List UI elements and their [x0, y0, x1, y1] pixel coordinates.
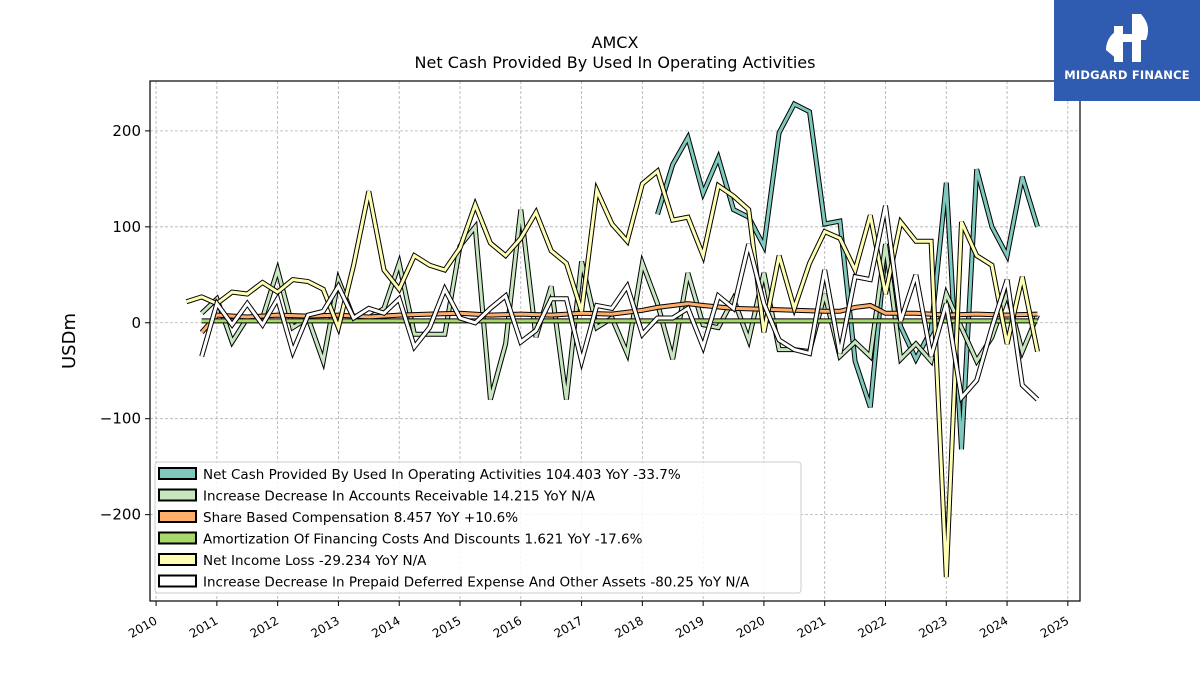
legend-label: Net Cash Provided By Used In Operating A…: [203, 467, 681, 483]
legend: Net Cash Provided By Used In Operating A…: [154, 461, 802, 594]
y-tick-label: −100: [100, 410, 141, 428]
x-tick-label: 2011: [187, 613, 220, 640]
series-2: [199, 301, 1038, 335]
y-axis: 200 100 0 −100 −200: [100, 122, 150, 524]
plot-frame: [149, 80, 1081, 602]
y-tick-label: 100: [112, 218, 141, 236]
logo-mark-icon: [1106, 14, 1149, 62]
x-tick-label: 2019: [673, 613, 706, 640]
brand-logo: MIDGARD FINANCE: [1054, 0, 1200, 101]
x-tick-label: 2017: [552, 613, 585, 640]
legend-label: Increase Decrease In Prepaid Deferred Ex…: [203, 575, 750, 591]
legend-swatch: [158, 467, 197, 480]
x-tick-label: 2010: [126, 613, 159, 640]
x-tick-label: 2022: [856, 613, 889, 640]
series-layer: [185, 100, 1040, 578]
legend-label: Net Income Loss -29.234 YoY N/A: [203, 553, 427, 569]
legend-swatch: [158, 488, 197, 502]
x-tick-label: 2016: [491, 613, 524, 640]
x-tick-label: 2021: [795, 613, 828, 640]
legend-label: Amortization Of Financing Costs And Disc…: [203, 532, 643, 548]
series-0: [655, 100, 1040, 450]
legend-label: Increase Decrease In Accounts Receivable…: [203, 489, 596, 505]
series-line: [200, 302, 1038, 334]
x-tick-label: 2018: [612, 613, 645, 640]
y-axis-label: USDm: [59, 313, 80, 369]
series-line: [200, 205, 1039, 401]
legend-swatch: [158, 510, 197, 523]
x-tick-label: 2014: [369, 613, 402, 640]
logo-text: MIDGARD FINANCE: [1064, 68, 1190, 82]
x-tick-label: 2024: [977, 613, 1010, 640]
series-line: [656, 101, 1039, 450]
legend-swatch: [158, 553, 197, 566]
x-tick-label: 2025: [1038, 613, 1071, 640]
x-tick-label: 2015: [430, 613, 463, 640]
x-tick-label: 2020: [734, 613, 767, 640]
x-axis: 2010 2011 2012 2013 2014 2015 2016 2017 2018 2019…: [126, 601, 1071, 641]
legend-box: [154, 461, 802, 594]
y-tick-label: 200: [112, 122, 141, 140]
y-tick-label: −200: [100, 506, 141, 524]
legend-swatch: [158, 574, 197, 588]
series-outline: [655, 100, 1040, 450]
legend-label: Share Based Compensation 8.457 YoY +10.6…: [203, 510, 518, 526]
y-tick-label: 0: [131, 314, 141, 332]
chart-title: AMCX: [592, 33, 639, 52]
x-tick-label: 2012: [248, 613, 281, 640]
series-5: [199, 205, 1040, 404]
x-tick-label: 2013: [308, 613, 341, 640]
x-tick-label: 2023: [916, 613, 949, 640]
legend-swatch: [158, 531, 197, 545]
chart-subtitle: Net Cash Provided By Used In Operating A…: [415, 53, 816, 72]
